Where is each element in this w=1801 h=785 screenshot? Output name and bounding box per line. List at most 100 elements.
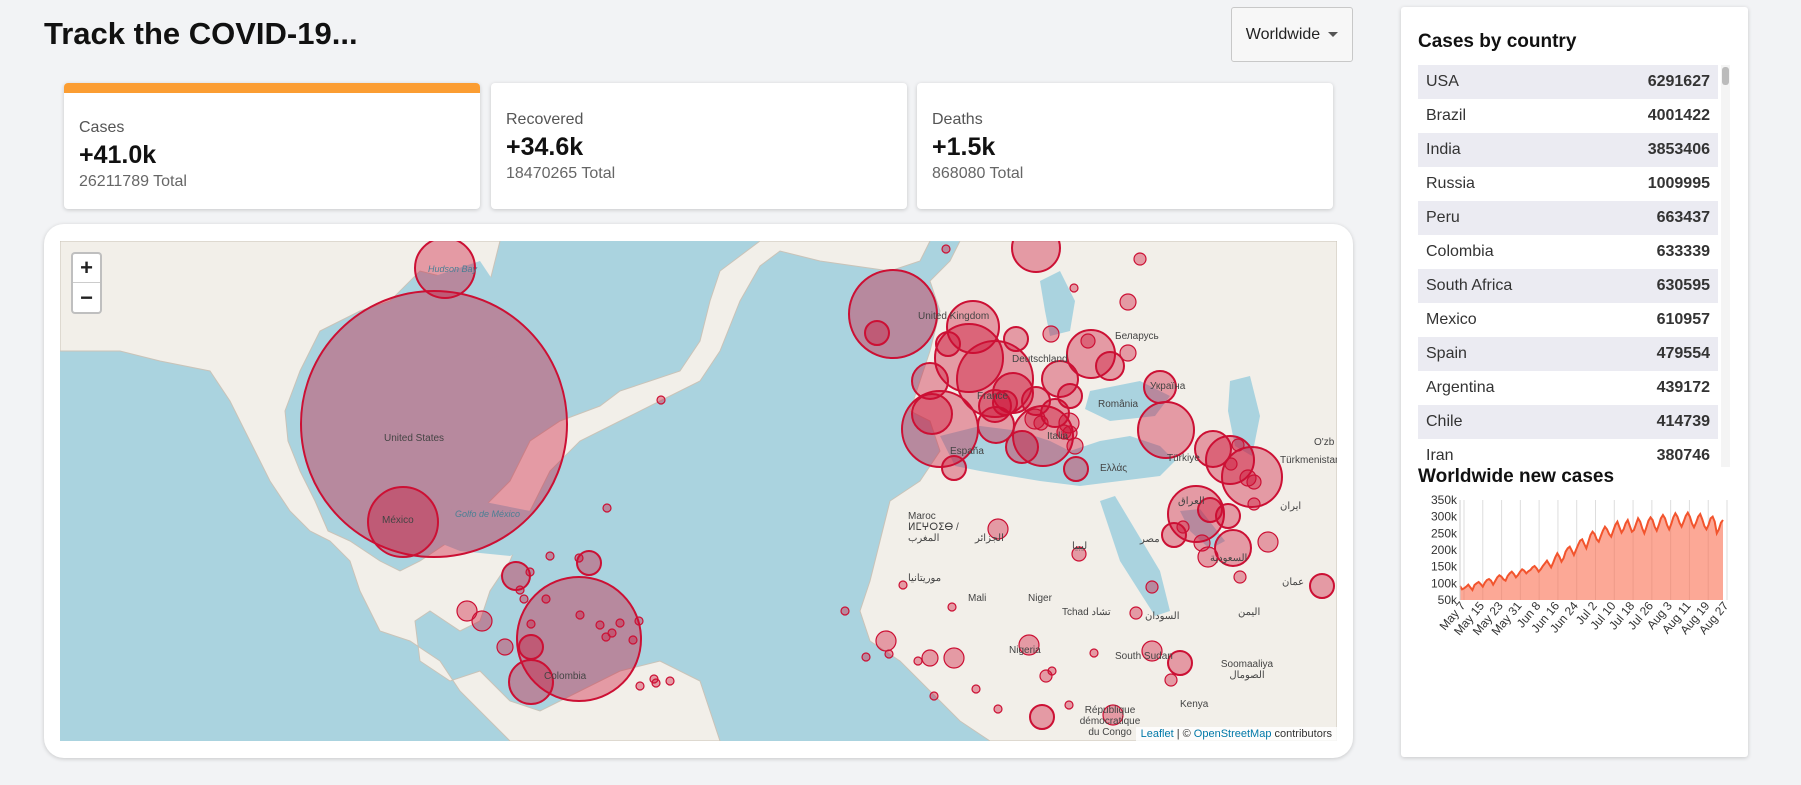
case-bubble[interactable] bbox=[651, 678, 661, 688]
case-bubble[interactable] bbox=[515, 585, 525, 595]
case-bubble[interactable] bbox=[525, 567, 535, 577]
scrollbar-thumb[interactable] bbox=[1722, 67, 1729, 85]
case-bubble[interactable] bbox=[1024, 408, 1046, 430]
table-row[interactable]: South Africa 630595 bbox=[1418, 269, 1718, 303]
case-bubble[interactable] bbox=[471, 610, 493, 632]
case-bubble[interactable] bbox=[1021, 386, 1051, 416]
case-bubble[interactable] bbox=[1141, 640, 1163, 662]
case-bubble[interactable] bbox=[941, 455, 967, 481]
case-bubble[interactable] bbox=[875, 630, 897, 652]
case-bubble[interactable] bbox=[1309, 573, 1335, 599]
case-bubble[interactable] bbox=[574, 553, 584, 563]
case-bubble[interactable] bbox=[516, 576, 642, 702]
case-bubble[interactable] bbox=[1194, 430, 1232, 468]
case-bubble[interactable] bbox=[956, 340, 1034, 418]
case-bubble[interactable] bbox=[1214, 529, 1252, 567]
case-bubble[interactable] bbox=[1018, 634, 1040, 656]
case-bubble[interactable] bbox=[911, 362, 949, 400]
case-bubble[interactable] bbox=[456, 600, 478, 622]
table-row[interactable]: Iran 380746 bbox=[1418, 439, 1718, 467]
case-bubble[interactable] bbox=[414, 241, 476, 299]
table-row[interactable]: Peru 663437 bbox=[1418, 201, 1718, 235]
case-bubble[interactable] bbox=[934, 323, 1004, 393]
case-bubble[interactable] bbox=[861, 652, 871, 662]
case-bubble[interactable] bbox=[656, 395, 666, 405]
case-bubble[interactable] bbox=[1164, 673, 1178, 687]
case-bubble[interactable] bbox=[1047, 666, 1057, 676]
case-bubble[interactable] bbox=[913, 656, 923, 666]
case-bubble[interactable] bbox=[1129, 606, 1143, 620]
case-bubble[interactable] bbox=[615, 618, 625, 628]
case-bubble[interactable] bbox=[300, 290, 568, 558]
zoom-out-button[interactable]: − bbox=[80, 284, 93, 310]
case-bubble[interactable] bbox=[526, 619, 536, 629]
case-bubble[interactable] bbox=[1161, 522, 1187, 548]
zoom-in-button[interactable]: + bbox=[73, 254, 100, 283]
case-bubble[interactable] bbox=[602, 503, 612, 513]
case-bubble[interactable] bbox=[898, 580, 908, 590]
case-bubble[interactable] bbox=[1042, 325, 1060, 343]
case-bubble[interactable] bbox=[1011, 241, 1061, 273]
case-bubble[interactable] bbox=[987, 518, 1009, 540]
case-bubble[interactable] bbox=[947, 602, 957, 612]
case-bubble[interactable] bbox=[1231, 438, 1245, 452]
case-bubble[interactable] bbox=[1057, 383, 1083, 409]
case-bubble[interactable] bbox=[1089, 648, 1099, 658]
case-bubble[interactable] bbox=[1095, 351, 1125, 381]
case-bubble[interactable] bbox=[864, 320, 890, 346]
table-row[interactable]: Brazil 4001422 bbox=[1418, 99, 1718, 133]
case-bubble[interactable] bbox=[1257, 531, 1279, 553]
case-bubble[interactable] bbox=[993, 704, 1003, 714]
case-bubble[interactable] bbox=[1145, 580, 1159, 594]
case-bubble[interactable] bbox=[1041, 360, 1079, 398]
case-bubble[interactable] bbox=[1012, 405, 1074, 467]
case-bubble[interactable] bbox=[1071, 546, 1087, 562]
case-bubble[interactable] bbox=[518, 634, 544, 660]
case-bubble[interactable] bbox=[971, 684, 981, 694]
case-bubble[interactable] bbox=[911, 393, 953, 435]
deaths-card[interactable]: Deaths +1.5k 868080 Total bbox=[917, 83, 1333, 209]
region-select[interactable]: Worldwide bbox=[1231, 7, 1353, 62]
case-bubble[interactable] bbox=[941, 244, 951, 254]
case-bubble[interactable] bbox=[1247, 497, 1261, 511]
world-map[interactable]: Hudson Bay Golfo de México United States… bbox=[60, 241, 1337, 741]
case-bubble[interactable] bbox=[929, 691, 939, 701]
case-bubble[interactable] bbox=[943, 647, 965, 669]
table-row[interactable]: Colombia 633339 bbox=[1418, 235, 1718, 269]
case-bubble[interactable] bbox=[935, 331, 961, 357]
table-row[interactable]: USA 6291627 bbox=[1418, 65, 1718, 99]
case-bubble[interactable] bbox=[545, 551, 555, 561]
case-bubble[interactable] bbox=[884, 649, 894, 659]
case-bubble[interactable] bbox=[367, 486, 439, 558]
case-bubble[interactable] bbox=[665, 676, 675, 686]
case-bubble[interactable] bbox=[1167, 485, 1225, 543]
table-scrollbar[interactable] bbox=[1721, 65, 1730, 467]
openstreetmap-link[interactable]: OpenStreetMap bbox=[1193, 728, 1272, 740]
case-bubble[interactable] bbox=[635, 681, 645, 691]
case-bubble[interactable] bbox=[541, 594, 551, 604]
case-bubble[interactable] bbox=[1064, 700, 1074, 710]
case-bubble[interactable] bbox=[848, 269, 938, 359]
table-row[interactable]: India 3853406 bbox=[1418, 133, 1718, 167]
case-bubble[interactable] bbox=[1246, 474, 1262, 490]
table-row[interactable]: Chile 414739 bbox=[1418, 405, 1718, 439]
case-bubble[interactable] bbox=[1224, 457, 1238, 471]
case-bubble[interactable] bbox=[575, 610, 585, 620]
cases-card[interactable]: Cases +41.0k 26211789 Total bbox=[64, 83, 480, 209]
case-bubble[interactable] bbox=[595, 620, 605, 630]
table-row[interactable]: Russia 1009995 bbox=[1418, 167, 1718, 201]
case-bubble[interactable] bbox=[1029, 704, 1055, 730]
case-bubble[interactable] bbox=[1102, 704, 1124, 726]
case-bubble[interactable] bbox=[1167, 650, 1193, 676]
case-bubble[interactable] bbox=[1119, 344, 1137, 362]
cases-by-country-table[interactable]: USA 6291627 Brazil 4001422 India 3853406 Russi… bbox=[1418, 65, 1718, 467]
case-bubble[interactable] bbox=[1233, 570, 1247, 584]
recovered-card[interactable]: Recovered +34.6k 18470265 Total bbox=[491, 83, 907, 209]
case-bubble[interactable] bbox=[1069, 283, 1079, 293]
table-row[interactable]: Mexico 610957 bbox=[1418, 303, 1718, 337]
case-bubble[interactable] bbox=[1080, 333, 1096, 349]
case-bubble[interactable] bbox=[634, 616, 644, 626]
case-bubble[interactable] bbox=[1137, 401, 1195, 459]
case-bubble[interactable] bbox=[601, 632, 611, 642]
case-bubble[interactable] bbox=[1066, 329, 1116, 379]
